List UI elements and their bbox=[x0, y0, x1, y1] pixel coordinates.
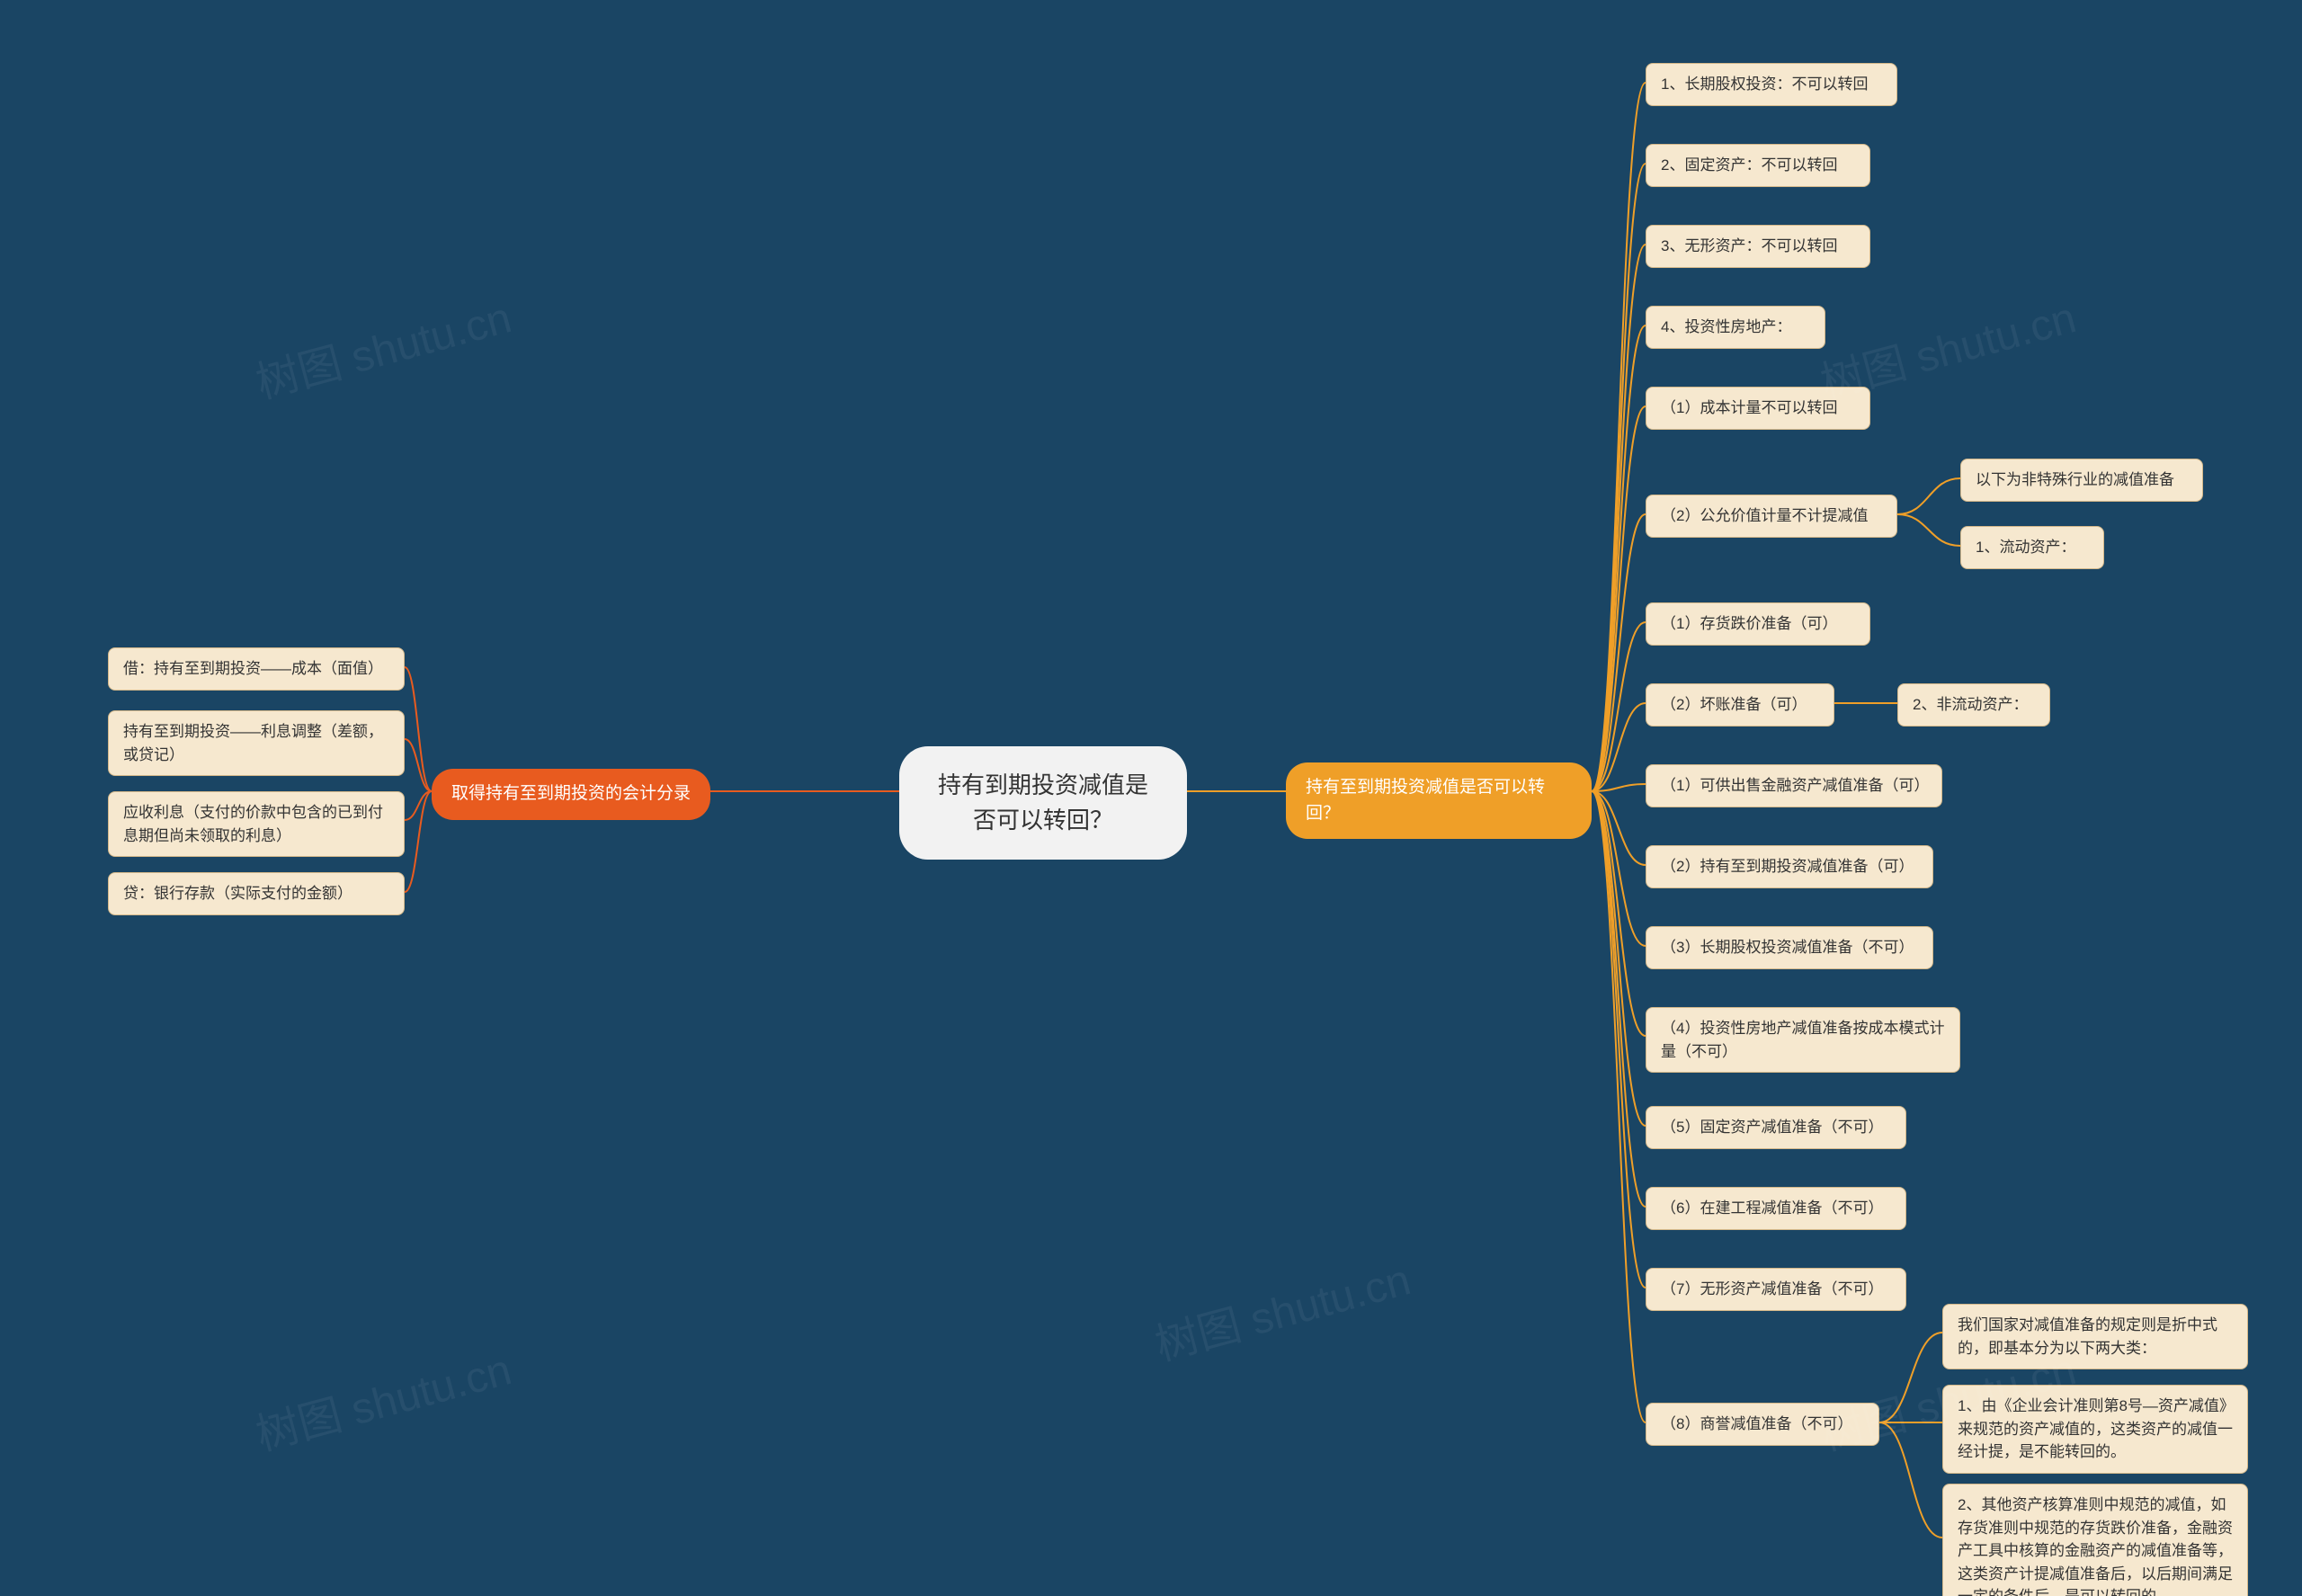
mindmap-node[interactable]: （5）固定资产减值准备（不可） bbox=[1646, 1106, 1906, 1149]
mindmap-node[interactable]: 2、非流动资产： bbox=[1897, 683, 2050, 727]
mindmap-node[interactable]: 1、由《企业会计准则第8号—资产减值》来规范的资产减值的，这类资产的减值一经计提… bbox=[1942, 1385, 2248, 1474]
mindmap-node[interactable]: 2、固定资产：不可以转回 bbox=[1646, 144, 1870, 187]
mindmap-node[interactable]: 持有到期投资减值是否可以转回？ bbox=[899, 746, 1187, 860]
mindmap-node[interactable]: 借：持有至到期投资——成本（面值） bbox=[108, 647, 405, 691]
mindmap-node[interactable]: （4）投资性房地产减值准备按成本模式计量（不可） bbox=[1646, 1007, 1960, 1073]
edge bbox=[1592, 245, 1646, 791]
mindmap-node[interactable]: （3）长期股权投资减值准备（不可） bbox=[1646, 926, 1933, 969]
mindmap-node[interactable]: 持有至到期投资减值是否可以转回？ bbox=[1286, 762, 1592, 839]
mindmap-node[interactable]: （6）在建工程减值准备（不可） bbox=[1646, 1187, 1906, 1230]
edge bbox=[1592, 791, 1646, 1126]
edge bbox=[1592, 791, 1646, 1207]
mindmap-node[interactable]: （2）坏账准备（可） bbox=[1646, 683, 1834, 727]
edge bbox=[1592, 791, 1646, 1422]
edge bbox=[1592, 164, 1646, 791]
edge bbox=[1592, 406, 1646, 791]
edge bbox=[1592, 514, 1646, 791]
edge bbox=[1592, 325, 1646, 791]
edge bbox=[405, 791, 432, 820]
mindmap-node[interactable]: 持有至到期投资——利息调整（差额，或贷记） bbox=[108, 710, 405, 776]
mindmap-node[interactable]: （1）存货跌价准备（可） bbox=[1646, 602, 1870, 646]
mindmap-node[interactable]: （8）商誉减值准备（不可） bbox=[1646, 1403, 1879, 1446]
mindmap-node[interactable]: 3、无形资产：不可以转回 bbox=[1646, 225, 1870, 268]
mindmap-node[interactable]: 1、长期股权投资：不可以转回 bbox=[1646, 63, 1897, 106]
edge bbox=[1592, 83, 1646, 791]
edge bbox=[1592, 622, 1646, 791]
edge bbox=[405, 791, 432, 892]
edge bbox=[1879, 1422, 1942, 1538]
edge bbox=[1592, 784, 1646, 791]
edge bbox=[1592, 791, 1646, 1288]
mindmap-node[interactable]: 贷：银行存款（实际支付的金额） bbox=[108, 872, 405, 915]
edge bbox=[1592, 791, 1646, 946]
edge bbox=[1879, 1333, 1942, 1422]
edge bbox=[405, 667, 432, 791]
mindmap-node[interactable]: （1）成本计量不可以转回 bbox=[1646, 387, 1870, 430]
mindmap-node[interactable]: 2、其他资产核算准则中规范的减值，如存货准则中规范的存货跌价准备，金融资产工具中… bbox=[1942, 1484, 2248, 1596]
edge bbox=[1592, 791, 1646, 865]
mindmap-node[interactable]: （7）无形资产减值准备（不可） bbox=[1646, 1268, 1906, 1311]
edge bbox=[1592, 703, 1646, 791]
mindmap-node[interactable]: （1）可供出售金融资产减值准备（可） bbox=[1646, 764, 1942, 807]
mindmap-node[interactable]: 1、流动资产： bbox=[1960, 526, 2104, 569]
watermark: 树图 shutu.cn bbox=[248, 1334, 517, 1463]
mindmap-node[interactable]: 应收利息（支付的价款中包含的已到付息期但尚未领取的利息） bbox=[108, 791, 405, 857]
watermark: 树图 shutu.cn bbox=[248, 282, 517, 411]
edge bbox=[1897, 478, 1960, 514]
edge bbox=[405, 739, 432, 791]
mindmap-node[interactable]: （2）持有至到期投资减值准备（可） bbox=[1646, 845, 1933, 888]
edge bbox=[1897, 514, 1960, 546]
mindmap-node[interactable]: 以下为非特殊行业的减值准备 bbox=[1960, 459, 2203, 502]
watermark: 树图 shutu.cn bbox=[1147, 1244, 1416, 1373]
mindmap-node[interactable]: 4、投资性房地产： bbox=[1646, 306, 1825, 349]
mindmap-node[interactable]: 取得持有至到期投资的会计分录 bbox=[432, 769, 710, 820]
edge bbox=[1592, 791, 1646, 1036]
mindmap-node[interactable]: （2）公允价值计量不计提减值 bbox=[1646, 495, 1897, 538]
mindmap-node[interactable]: 我们国家对减值准备的规定则是折中式的，即基本分为以下两大类： bbox=[1942, 1304, 2248, 1369]
